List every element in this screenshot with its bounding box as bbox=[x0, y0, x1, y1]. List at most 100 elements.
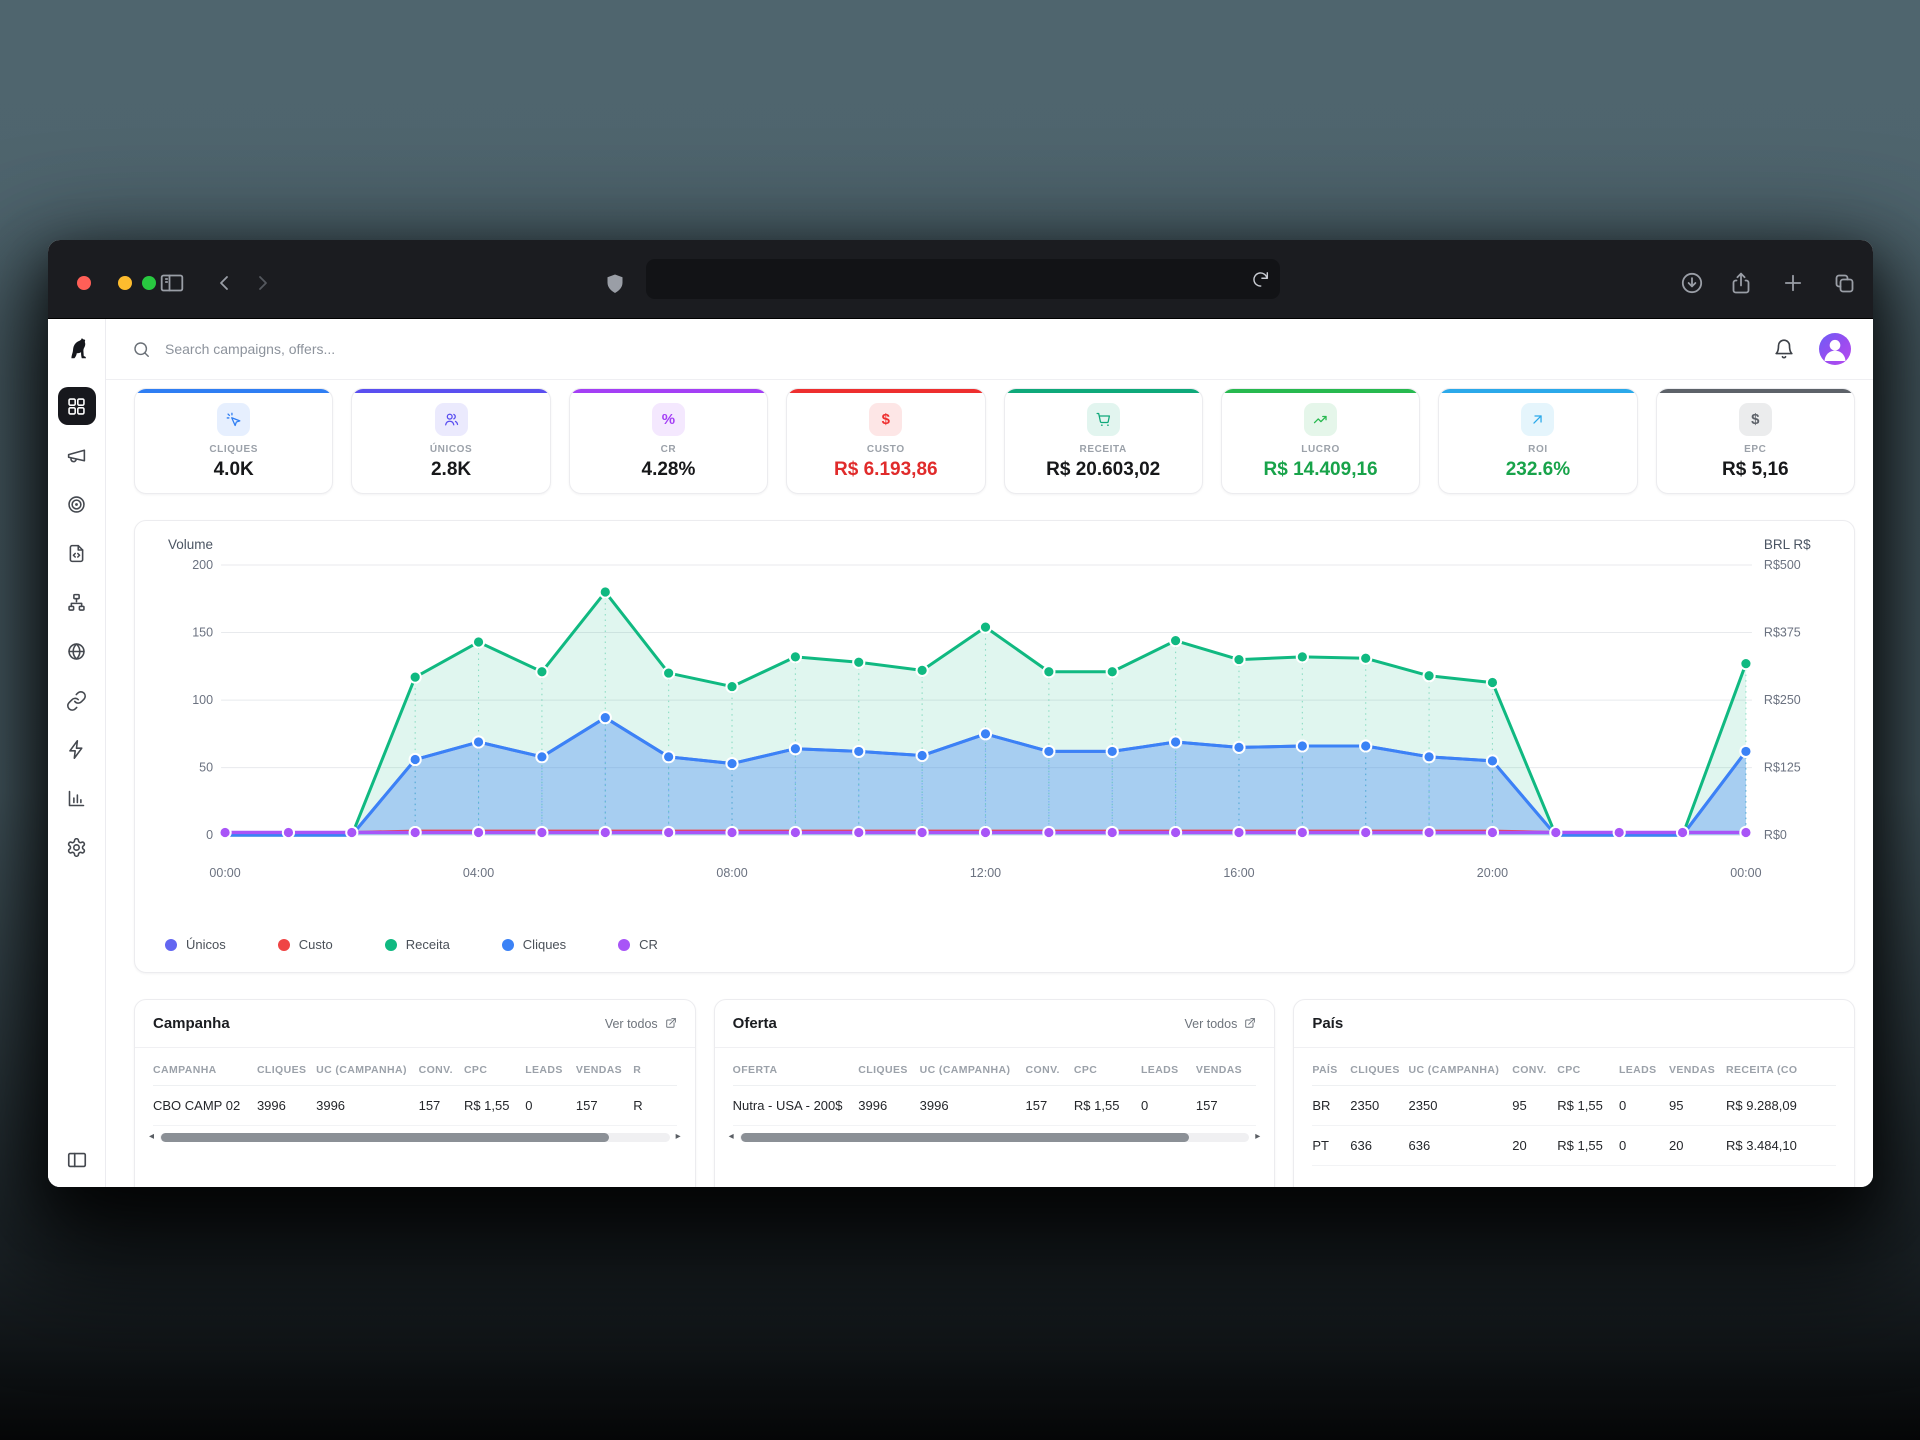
target-icon bbox=[66, 494, 87, 515]
search-box bbox=[132, 340, 1773, 359]
back-icon[interactable] bbox=[212, 271, 236, 295]
svg-text:00:00: 00:00 bbox=[209, 866, 240, 880]
horizontal-scrollbar[interactable]: ◂ ▸ bbox=[715, 1126, 1275, 1142]
share-icon[interactable] bbox=[1729, 271, 1753, 295]
ver-todos-label: Ver todos bbox=[604, 1016, 658, 1031]
table-row: BR 2350 2350 95 R$ 1,55 0 95 R$ 9.288,09 bbox=[1312, 1085, 1836, 1127]
kpi-icon-badge bbox=[434, 403, 468, 436]
table-cell: 0 bbox=[1618, 1125, 1669, 1167]
scroll-right-arrow[interactable]: ▸ bbox=[675, 1131, 681, 1143]
legend-item-cliques[interactable]: Cliques bbox=[501, 937, 567, 953]
column-header: LEADS bbox=[1140, 1054, 1196, 1087]
legend-item-cr[interactable]: CR bbox=[618, 937, 658, 952]
megaphone-icon bbox=[66, 445, 87, 466]
kpi-card-cr: % CR 4.28% bbox=[568, 388, 769, 494]
scroll-left-arrow[interactable]: ◂ bbox=[149, 1131, 155, 1143]
table-cell: 95 bbox=[1512, 1085, 1558, 1127]
horizontal-scrollbar[interactable]: ◂ ▸ bbox=[135, 1126, 695, 1142]
scrollbar-thumb[interactable] bbox=[740, 1132, 1190, 1142]
table-cell: R$ 1,55 bbox=[463, 1085, 526, 1127]
kpi-value: R$ 6.193,86 bbox=[834, 459, 938, 480]
kpi-accent-strip bbox=[569, 389, 768, 393]
kpi-value: 4.28% bbox=[641, 459, 696, 480]
search-input[interactable] bbox=[163, 340, 587, 358]
legend-item-únicos[interactable]: Únicos bbox=[165, 937, 226, 952]
column-header: LEADS bbox=[525, 1054, 576, 1087]
kpi-label: CLIQUES bbox=[209, 444, 259, 455]
downloads-icon[interactable] bbox=[1680, 271, 1704, 295]
legend-item-custo[interactable]: Custo bbox=[277, 937, 333, 952]
sidebar-item-settings[interactable] bbox=[58, 828, 96, 866]
users-icon bbox=[443, 411, 460, 428]
browser-sidebar-toggle-icon[interactable] bbox=[160, 271, 184, 295]
sidebar-item-reports[interactable] bbox=[58, 779, 96, 817]
summary-tables-row: Campanha Ver todos CAMPANHA CLIQUES UC (CAMP… bbox=[134, 999, 1855, 1187]
minimize-window-button[interactable] bbox=[118, 276, 132, 290]
column-header: CLIQUES bbox=[858, 1054, 920, 1087]
table-cell: 20 bbox=[1512, 1125, 1558, 1167]
scroll-right-arrow[interactable]: ▸ bbox=[1255, 1131, 1261, 1143]
table-cell: PT bbox=[1312, 1125, 1351, 1167]
external-link-icon bbox=[664, 1017, 677, 1030]
user-avatar[interactable] bbox=[1819, 333, 1851, 365]
sidebar-item-links[interactable] bbox=[58, 681, 96, 719]
dog-logo-icon[interactable] bbox=[63, 335, 91, 363]
column-header: VENDAS bbox=[1668, 1054, 1726, 1087]
ver-todos-link[interactable]: Ver todos bbox=[1185, 1017, 1257, 1031]
ver-todos-label: Ver todos bbox=[1184, 1016, 1238, 1031]
table-cell: 3996 bbox=[256, 1085, 317, 1127]
kpi-accent-strip bbox=[1439, 389, 1637, 393]
column-header: UC (CAMPANHA) bbox=[919, 1054, 1026, 1087]
column-header: CPC bbox=[463, 1054, 526, 1087]
ver-todos-link[interactable]: Ver todos bbox=[605, 1017, 677, 1031]
sidebar-collapse-icon[interactable] bbox=[66, 1149, 88, 1171]
legend-color-dot bbox=[618, 938, 631, 951]
kpi-icon-badge: % bbox=[651, 403, 685, 436]
zoom-window-button[interactable] bbox=[142, 276, 156, 290]
scrollbar-thumb[interactable] bbox=[161, 1132, 610, 1142]
cart-icon bbox=[1095, 411, 1112, 428]
globe-icon bbox=[66, 641, 87, 662]
notifications-bell-icon[interactable] bbox=[1773, 338, 1795, 360]
kpi-label: CUSTO bbox=[866, 444, 905, 455]
bar-chart-icon bbox=[66, 788, 87, 809]
sidebar-item-landers[interactable] bbox=[58, 534, 96, 572]
data-table: CAMPANHA CLIQUES UC (CAMPANHA) CONV. CPC LEAD… bbox=[153, 1054, 677, 1127]
sidebar-item-domains[interactable] bbox=[58, 632, 96, 670]
close-window-button[interactable] bbox=[77, 276, 91, 290]
chart-svg: 0 R$0 50 R$125 100 R$250 150 R$375 200 R$500 Volum… bbox=[168, 537, 1811, 880]
privacy-shield-icon[interactable] bbox=[603, 272, 627, 296]
table-cell: 3996 bbox=[919, 1085, 1026, 1127]
new-tab-icon[interactable] bbox=[1781, 271, 1805, 295]
sidebar-item-funnels[interactable] bbox=[58, 583, 96, 621]
table-cell: 3996 bbox=[316, 1085, 419, 1127]
kpi-accent-strip bbox=[1656, 389, 1854, 393]
scrollbar-track[interactable] bbox=[739, 1132, 1250, 1142]
column-header: CAMPANHA bbox=[153, 1054, 257, 1087]
kpi-icon-badge bbox=[1304, 403, 1338, 436]
table-row: CBO CAMP 02 3996 3996 157 R$ 1,55 0 157 R bbox=[153, 1085, 677, 1127]
sidebar-item-offers[interactable] bbox=[58, 485, 96, 523]
legend-color-dot bbox=[501, 938, 514, 951]
column-header: UC (CAMPANHA) bbox=[316, 1054, 419, 1087]
legend-item-receita[interactable]: Receita bbox=[384, 937, 450, 952]
sidebar-item-dashboard[interactable] bbox=[57, 387, 96, 425]
gear-icon bbox=[66, 837, 87, 858]
scroll-left-arrow[interactable]: ◂ bbox=[728, 1131, 734, 1143]
performance-chart: 0 R$0 50 R$125 100 R$250 150 R$375 200 R$500 Volum… bbox=[153, 535, 1836, 927]
grid-icon bbox=[66, 396, 87, 417]
click-icon bbox=[225, 411, 242, 428]
sidebar-item-automation[interactable] bbox=[58, 730, 96, 768]
kpi-card-epc: $ EPC R$ 5,16 bbox=[1655, 388, 1855, 494]
reload-icon[interactable] bbox=[1251, 270, 1270, 289]
legend-label: Cliques bbox=[522, 937, 567, 953]
tab-overview-icon[interactable] bbox=[1832, 271, 1856, 295]
address-bar[interactable] bbox=[646, 259, 1280, 299]
forward-icon[interactable] bbox=[251, 271, 275, 295]
bolt-icon bbox=[66, 739, 87, 760]
svg-text:R$0: R$0 bbox=[1764, 828, 1787, 842]
scrollbar-track[interactable] bbox=[160, 1132, 670, 1142]
sidebar bbox=[48, 319, 106, 1187]
sidebar-item-campaigns[interactable] bbox=[58, 436, 96, 474]
kpi-card-lucro: LUCRO R$ 14.409,16 bbox=[1220, 388, 1421, 494]
